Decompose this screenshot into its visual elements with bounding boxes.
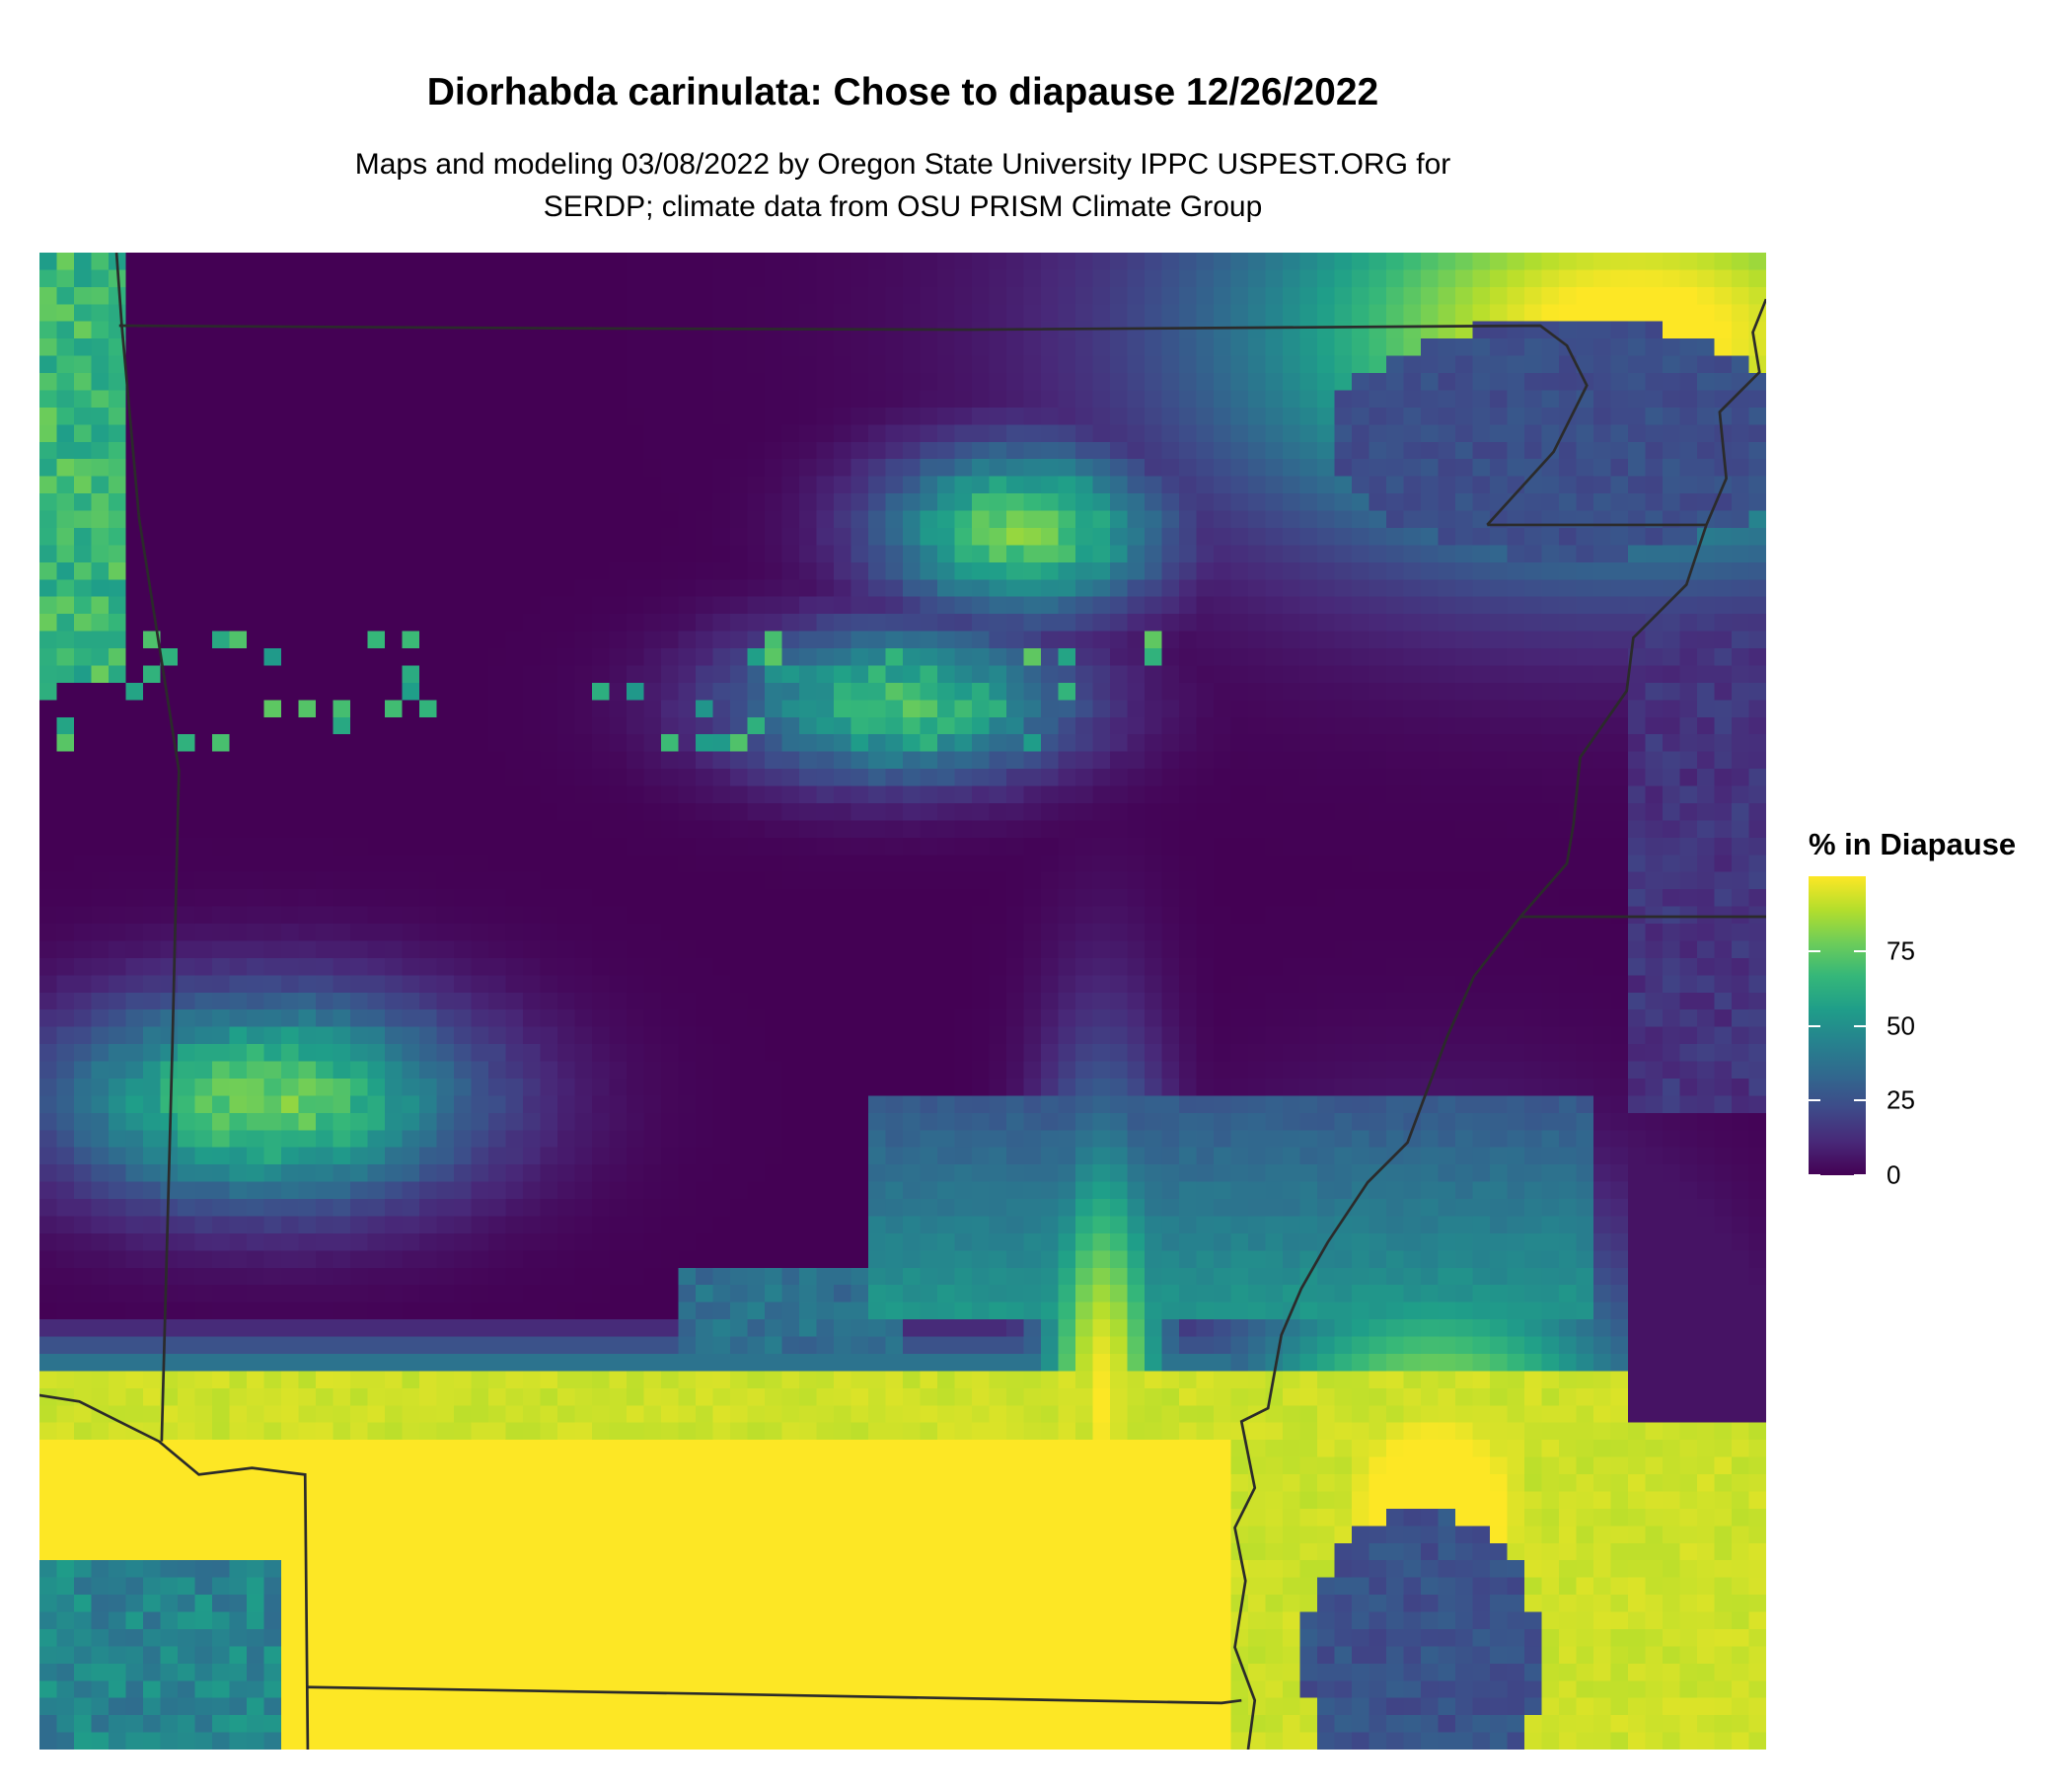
legend-tick-mark — [1854, 1174, 1866, 1176]
diapause-raster — [39, 253, 1766, 1750]
legend-tick-mark — [1809, 949, 1820, 952]
legend-title: % in Diapause — [1809, 827, 2017, 861]
boundary-north — [118, 324, 1589, 526]
map-subtitle-line2: SERDP; climate data from OSU PRISM Clima… — [543, 190, 1263, 223]
diapause-raster-map — [39, 253, 1766, 1750]
legend-tick-label: 50 — [1887, 1010, 1915, 1040]
legend-tick-mark — [1854, 1099, 1866, 1102]
map-title: Diorhabda carinulata: Chose to diapause … — [426, 71, 1379, 113]
state-boundaries — [39, 253, 1766, 1750]
legend-tick-mark — [1854, 1024, 1866, 1027]
map-subtitle-line1: Maps and modeling 03/08/2022 by Oregon S… — [354, 148, 1451, 181]
boundary-river — [1233, 298, 1766, 1750]
legend-tick-mark — [1809, 1024, 1820, 1027]
legend-tick-label: 75 — [1887, 935, 1915, 966]
legend-tick-mark — [1809, 1174, 1820, 1176]
legend-tick-label: 0 — [1887, 1159, 1901, 1190]
boundary-west — [114, 253, 181, 1442]
legend-tick-label: 25 — [1887, 1084, 1915, 1115]
legend-tick-mark — [1854, 949, 1866, 952]
legend-tick-mark — [1809, 1099, 1820, 1102]
boundary-south — [307, 1685, 1242, 1705]
boundary-southwest — [39, 1393, 310, 1750]
